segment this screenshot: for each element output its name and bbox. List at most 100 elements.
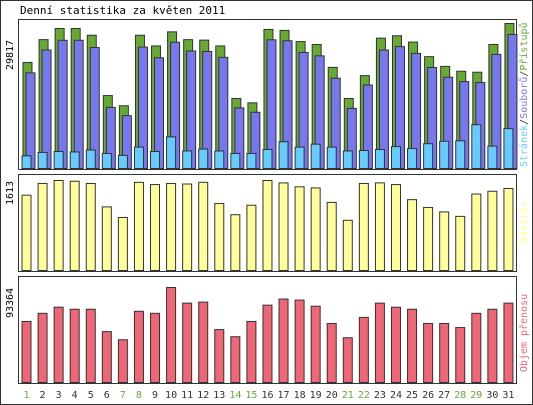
bar-pages-day-27 <box>439 140 450 169</box>
day-label-25: 25 <box>406 390 418 401</box>
day-label-18: 18 <box>294 390 306 401</box>
bar-visits-day-30 <box>487 190 498 271</box>
bar-visits-day-28 <box>455 215 466 271</box>
day-label-15: 15 <box>245 390 257 401</box>
bar-pages-day-22 <box>358 150 369 170</box>
bar-volume-day-16 <box>262 304 273 384</box>
day-label-5: 5 <box>88 390 94 401</box>
bar-volume-day-26 <box>423 322 434 383</box>
axis-max-hits: 29817 <box>5 40 16 70</box>
day-label-3: 3 <box>56 390 62 401</box>
bar-files-day-4 <box>73 39 84 169</box>
legend-sep-2: / <box>519 71 530 77</box>
bar-pages-day-14 <box>230 152 241 170</box>
day-label-26: 26 <box>422 390 434 401</box>
panel-frame-bot <box>18 276 517 384</box>
day-label-14: 14 <box>229 390 241 401</box>
bar-pages-day-3 <box>53 150 64 169</box>
bar-visits-day-15 <box>246 204 257 271</box>
day-label-8: 8 <box>136 390 142 401</box>
legend-sep-1: / <box>519 119 530 125</box>
axis-max-volume: 93364 <box>5 288 16 318</box>
bar-visits-day-6 <box>101 206 112 271</box>
bar-visits-day-27 <box>439 211 450 271</box>
legend-pages: Stránek <box>518 125 530 167</box>
day-label-13: 13 <box>213 390 225 401</box>
day-label-28: 28 <box>454 390 466 401</box>
bar-visits-day-7 <box>117 216 128 271</box>
day-label-10: 10 <box>165 390 177 401</box>
chart-title: Denní statistika za květen 2011 <box>20 4 225 17</box>
bar-pages-day-23 <box>374 149 385 169</box>
bar-volume-day-14 <box>230 336 241 384</box>
bar-visits-day-19 <box>310 187 321 272</box>
bar-visits-day-18 <box>294 186 305 271</box>
bar-pages-day-6 <box>101 152 112 170</box>
bar-volume-day-13 <box>214 329 225 383</box>
day-label-17: 17 <box>278 390 290 401</box>
bar-pages-day-17 <box>278 141 289 169</box>
bar-visits-day-2 <box>37 182 48 272</box>
bar-pages-day-24 <box>390 146 401 170</box>
bar-volume-day-30 <box>487 308 498 383</box>
bar-visits-day-26 <box>423 206 434 271</box>
bar-visits-day-1 <box>21 194 32 271</box>
bar-visits-day-29 <box>471 193 482 272</box>
bar-volume-day-17 <box>278 298 289 384</box>
bar-volume-day-8 <box>133 310 144 384</box>
bar-volume-day-10 <box>166 287 177 383</box>
bar-volume-day-3 <box>53 306 64 383</box>
day-label-1: 1 <box>23 390 29 401</box>
bar-visits-day-10 <box>166 182 177 272</box>
bar-visits-day-22 <box>358 182 369 272</box>
day-label-27: 27 <box>438 390 450 401</box>
bar-volume-day-4 <box>69 308 80 383</box>
bar-volume-day-1 <box>21 320 32 384</box>
axis-max-visits: 1613 <box>5 181 16 205</box>
bar-visits-day-8 <box>133 181 144 271</box>
bar-visits-day-13 <box>214 203 225 272</box>
bar-volume-day-15 <box>246 320 257 384</box>
day-label-2: 2 <box>40 390 46 401</box>
bar-pages-day-15 <box>246 152 257 170</box>
bar-volume-day-5 <box>85 308 96 383</box>
bar-volume-day-25 <box>407 308 418 383</box>
bar-pages-day-2 <box>37 151 48 169</box>
panel-frame-mid <box>18 174 517 272</box>
bar-volume-day-22 <box>358 316 369 383</box>
day-label-9: 9 <box>152 390 158 401</box>
bar-pages-day-21 <box>342 150 353 170</box>
day-label-6: 6 <box>104 390 110 401</box>
day-label-21: 21 <box>342 390 354 401</box>
day-labels: 1 2 3 4 5 6 7 8 9 10 11 12 13 14 15 16 17 18 19 20 21 22 23 24 2… <box>23 390 514 401</box>
day-label-23: 23 <box>374 390 386 401</box>
bar-visits-day-11 <box>182 183 193 271</box>
bar-pages-day-12 <box>198 148 209 169</box>
bar-visits-day-31 <box>503 187 514 272</box>
legend-volume: Objem přenosu <box>518 294 530 372</box>
bar-volume-day-9 <box>150 312 161 383</box>
bar-files-day-3 <box>57 39 68 169</box>
bar-volume-day-27 <box>439 322 450 383</box>
legend-visits: Návštěv <box>518 201 530 243</box>
bar-visits-day-14 <box>230 214 241 272</box>
bar-volume-day-24 <box>390 306 401 383</box>
bar-pages-day-7 <box>117 154 128 169</box>
volume-panel: 93364 Objem přenosu <box>5 276 530 384</box>
bar-volume-day-6 <box>101 331 112 384</box>
bar-volume-day-7 <box>117 339 128 383</box>
day-label-24: 24 <box>390 390 402 401</box>
bar-visits-day-17 <box>278 182 289 272</box>
bar-visits-day-3 <box>53 180 64 271</box>
bar-visits-day-5 <box>85 182 96 272</box>
visits-panel: 1613 Návštěv <box>5 174 530 272</box>
bar-volume-day-29 <box>471 312 482 383</box>
bar-visits-day-24 <box>390 184 401 271</box>
bar-pages-day-25 <box>407 148 418 169</box>
day-label-30: 30 <box>486 390 498 401</box>
bar-pages-day-13 <box>214 150 225 170</box>
bar-visits-day-9 <box>150 184 161 271</box>
bar-visits-day-23 <box>374 182 385 272</box>
bar-pages-day-30 <box>487 145 498 170</box>
